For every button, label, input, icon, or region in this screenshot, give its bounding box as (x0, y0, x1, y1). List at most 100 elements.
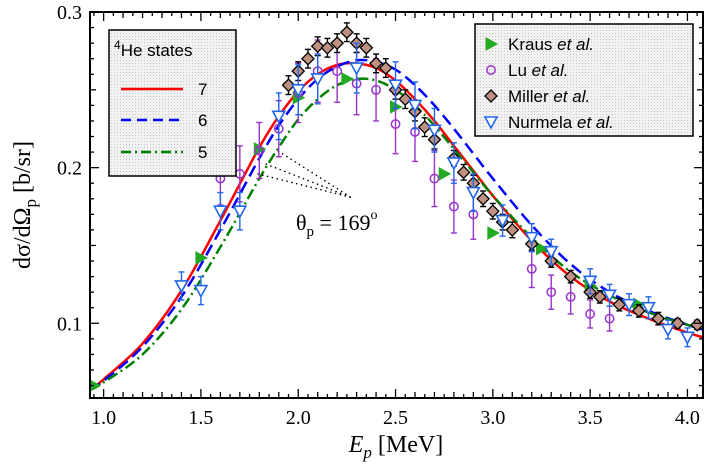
point-nurmela (621, 298, 637, 313)
legend-marker (485, 37, 499, 51)
point-kraus (487, 226, 500, 240)
point-nurmela (660, 323, 676, 338)
x-tick-label: 2.0 (286, 407, 311, 429)
point-nurmela (641, 301, 656, 316)
point-nurmela (232, 205, 248, 219)
y-tick-label: 0.3 (57, 2, 82, 24)
point-miller (563, 269, 578, 284)
point-nurmela (310, 73, 326, 87)
point-lu (429, 173, 440, 184)
point-nurmela (213, 205, 228, 219)
point-lu (546, 287, 557, 298)
point-nurmela (174, 280, 189, 294)
point-miller (670, 316, 685, 331)
legend-marker (483, 116, 499, 130)
data-points (90, 22, 703, 392)
point-nurmela (524, 231, 540, 246)
series-lu (215, 39, 615, 332)
point-kraus (535, 241, 549, 256)
point-lu (371, 84, 382, 95)
x-tick-label: 2.5 (383, 407, 408, 429)
annotation-pointer-line (274, 148, 352, 198)
point-lu (585, 309, 596, 319)
point-nurmela (602, 289, 617, 303)
point-nurmela (407, 99, 423, 114)
x-tick-label: 3.0 (480, 407, 505, 429)
point-kraus (341, 72, 354, 86)
legend-theory-title: 4He states (114, 38, 193, 60)
point-kraus (90, 379, 101, 392)
legend-label-kraus: Kraus et al. (508, 35, 594, 54)
point-nurmela (582, 275, 598, 289)
point-miller (485, 204, 500, 219)
point-miller (398, 92, 413, 107)
point-miller (339, 25, 354, 40)
legend-label-6: 6 (198, 111, 207, 130)
point-lu (565, 291, 576, 302)
point-miller (359, 40, 374, 55)
point-kraus (195, 251, 208, 265)
point-lu (448, 201, 459, 212)
legend-marker-kraus (485, 37, 499, 51)
point-miller (281, 78, 296, 93)
legend-data-box (474, 23, 694, 137)
legend-theory-entry-7: 7 (121, 80, 207, 99)
legend-theory: 4He states 7 6 5 (108, 29, 237, 177)
legend-marker (484, 89, 498, 103)
point-miller (612, 297, 627, 312)
legend-theory-entry-5: 5 (121, 143, 207, 162)
point-nurmela (388, 79, 403, 93)
point-nurmela (466, 186, 481, 201)
point-miller (476, 191, 491, 206)
point-miller (651, 311, 666, 326)
x-tick-label: 1.0 (91, 407, 116, 429)
x-tick-label: 4.0 (675, 407, 700, 429)
point-miller (631, 303, 646, 318)
x-tick-label: 1.5 (188, 407, 213, 429)
point-miller (505, 222, 520, 237)
point-lu (604, 313, 615, 324)
point-nurmela (680, 331, 695, 345)
point-lu (332, 66, 343, 77)
annotation-pointer-line (262, 162, 352, 198)
legend-marker (486, 65, 496, 75)
y-tick-label: 0.2 (57, 158, 82, 180)
point-miller (369, 56, 383, 71)
point-miller (320, 40, 335, 55)
point-lu (254, 145, 265, 156)
y-tick-label: 0.1 (57, 313, 82, 335)
y-axis-title: dσ/dΩp [b/sr] (10, 141, 40, 269)
point-lu (390, 119, 401, 130)
point-miller (330, 36, 345, 51)
legend-label-7: 7 (198, 80, 207, 99)
legend-marker-nurmela (483, 116, 499, 130)
legend-label-miller: Miller et al. (508, 87, 590, 106)
point-nurmela (446, 157, 462, 171)
legend-label-nurmela: Nurmela et al. (508, 113, 614, 132)
annotation-label: θp = 169o (296, 208, 377, 240)
annotation-pointer-line (257, 173, 351, 198)
legend-label-lu: Lu et al. (508, 61, 569, 80)
legend-marker-miller (484, 89, 498, 103)
point-nurmela (427, 124, 442, 138)
point-nurmela (290, 84, 306, 98)
series-miller (281, 22, 703, 332)
point-miller (378, 61, 393, 75)
point-kraus (438, 167, 452, 181)
point-nurmela (495, 214, 510, 229)
point-miller (456, 165, 471, 180)
series-nurmela (174, 42, 695, 348)
plot-frame (89, 11, 704, 399)
legend-data: Kraus et al. Lu et al. Miller et al. Nur… (474, 23, 694, 137)
annotation-pointer (257, 148, 352, 198)
point-nurmela (193, 284, 209, 299)
point-lu (526, 263, 537, 274)
point-miller (301, 51, 315, 66)
x-tick-label: 3.5 (578, 407, 603, 429)
point-miller (592, 289, 607, 304)
point-nurmela (349, 62, 364, 76)
x-axis-title: Ep [MeV] (348, 432, 443, 462)
point-miller (310, 39, 325, 54)
legend-theory-entry-6: 6 (121, 111, 207, 130)
